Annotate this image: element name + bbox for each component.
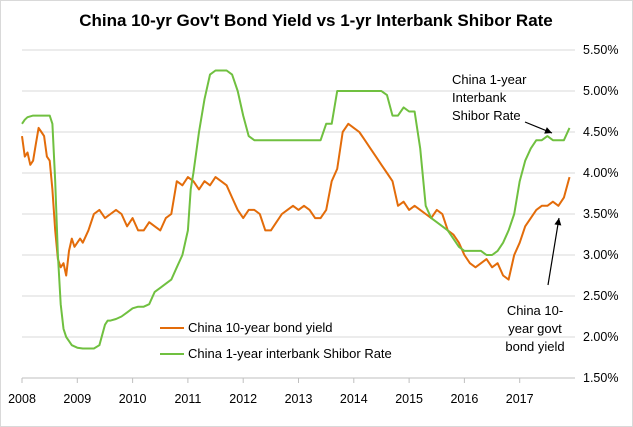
x-tick-label: 2017 (506, 392, 534, 406)
axes: 1.50% 2.00% 2.50% 3.00% 3.50% 4.00% 4.50% 5.00%… (8, 43, 618, 406)
y-tick-label: 4.00% (583, 166, 618, 180)
y-tick-label: 1.50% (583, 371, 618, 385)
annotation-text: China 10- (507, 303, 563, 318)
legend-item: China 10-year bond yield (160, 320, 333, 335)
annotation-text: bond yield (505, 339, 564, 354)
y-tick-label: 4.50% (583, 125, 618, 139)
y-tick-label: 5.00% (583, 84, 618, 98)
annotation-text: Interbank (452, 90, 507, 105)
annotation-text: China 1-year (452, 72, 527, 87)
y-tick-label: 2.00% (583, 330, 618, 344)
annotation-text: year govt (508, 321, 562, 336)
y-tick-label: 3.50% (583, 207, 618, 221)
gridlines (22, 49, 575, 338)
x-tick-label: 2009 (63, 392, 91, 406)
legend-label: China 10-year bond yield (188, 320, 333, 335)
x-tick-label: 2010 (119, 392, 147, 406)
x-tick-label: 2008 (8, 392, 36, 406)
chart-title: China 10-yr Gov't Bond Yield vs 1-yr Int… (79, 11, 553, 30)
arrow-head (544, 127, 552, 134)
arrow-head (554, 218, 562, 226)
legend-label: China 1-year interbank Shibor Rate (188, 346, 392, 361)
y-tick-label: 5.50% (583, 43, 618, 57)
y-tick-label: 3.00% (583, 248, 618, 262)
x-tick-label: 2011 (174, 392, 201, 406)
annotation-arrow (547, 217, 560, 286)
legend-item: China 1-year interbank Shibor Rate (160, 346, 392, 361)
annotation-bond: China 10- year govt bond yield (505, 217, 565, 354)
bond-yield-line (21, 122, 571, 281)
x-tick-label: 2015 (395, 392, 423, 406)
annotation-shibor: China 1-year Interbank Shibor Rate (452, 72, 553, 134)
legend: China 10-year bond yield China 1-year int… (160, 320, 392, 361)
x-tick-label: 2016 (450, 392, 478, 406)
x-tick-label: 2012 (229, 392, 257, 406)
x-tick-label: 2014 (340, 392, 368, 406)
x-tick-label: 2013 (285, 392, 313, 406)
annotations: China 1-year Interbank Shibor Rate China 10… (452, 72, 565, 354)
shibor-rate-line (21, 69, 571, 350)
annotation-text: Shibor Rate (452, 108, 521, 123)
series-layer (21, 69, 571, 350)
y-tick-label: 2.50% (583, 289, 618, 303)
